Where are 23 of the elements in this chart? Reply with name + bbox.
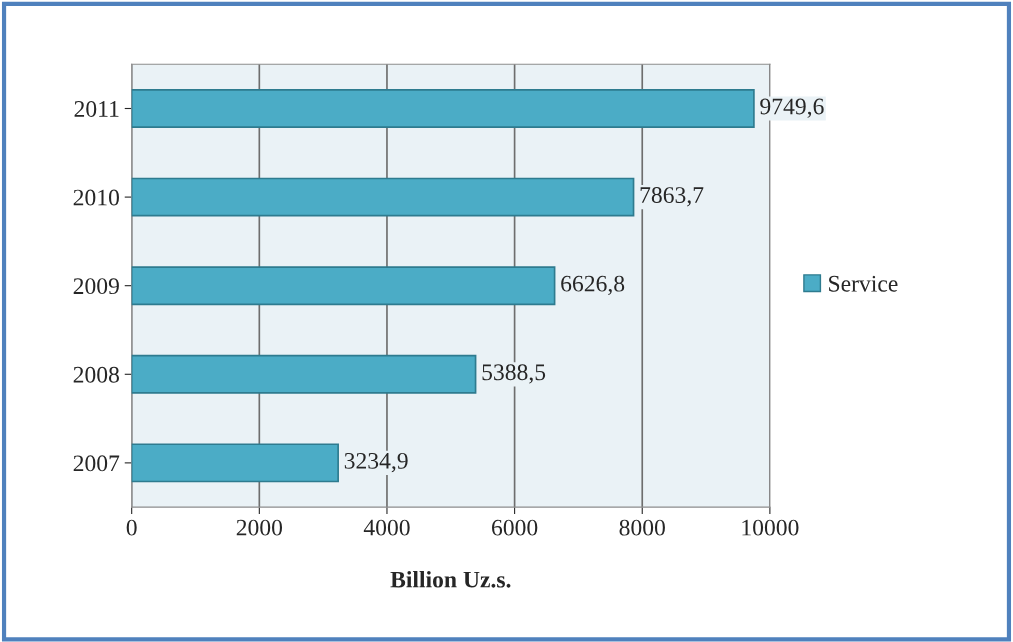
x-tick-label: 2000 [236, 519, 283, 536]
bar [131, 89, 755, 128]
bar [131, 443, 339, 483]
bar [131, 177, 635, 217]
y-tick-label: 2009 [73, 278, 119, 295]
data-label: 9749,6 [760, 98, 824, 118]
x-tick-label: 6000 [492, 519, 538, 536]
data-label: 5388,5 [482, 364, 546, 384]
x-tick-label: 4000 [363, 519, 410, 536]
y-tick-label: 2007 [73, 455, 120, 472]
bar [131, 354, 477, 394]
x-tick-label: 8000 [619, 519, 665, 536]
data-label: 3234,9 [344, 452, 408, 473]
data-label: 6626,8 [561, 275, 625, 295]
x-tick-label: 0 [126, 519, 137, 536]
x-axis-title: Billion Uz.s. [390, 570, 511, 588]
y-tick-label: 2011 [74, 100, 119, 117]
y-tick-label: 2010 [73, 189, 119, 206]
x-tick-label: 10000 [742, 519, 799, 536]
data-label: 7863,7 [640, 187, 704, 207]
bar [131, 266, 556, 306]
legend-label: Service [829, 275, 898, 292]
y-tick-label: 2008 [73, 366, 119, 383]
